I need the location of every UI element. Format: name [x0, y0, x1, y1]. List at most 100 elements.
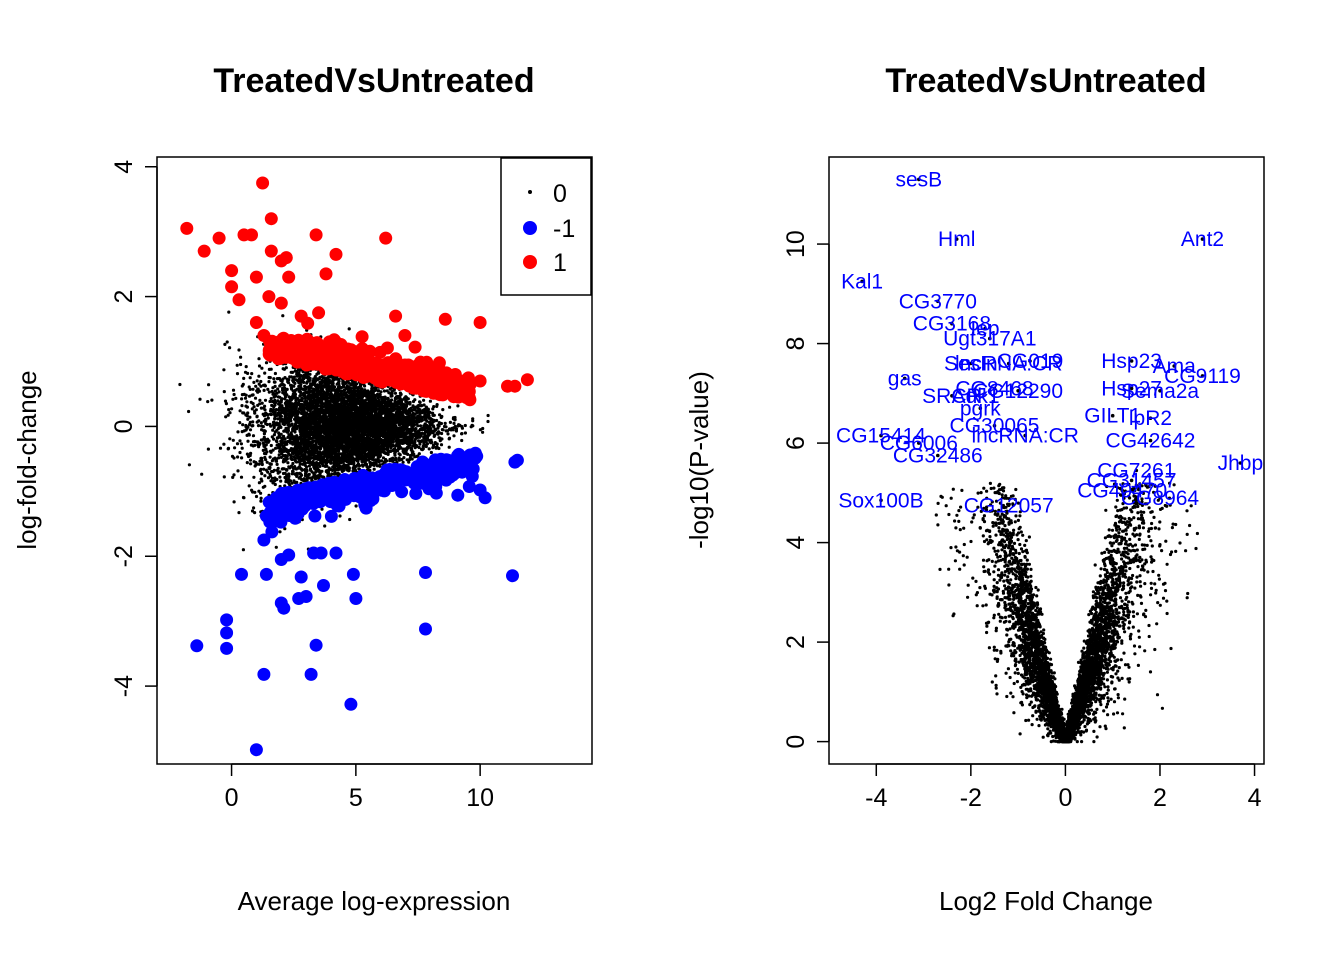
- ma-point-ns: [436, 426, 440, 430]
- ma-point-ns: [270, 459, 274, 463]
- ma-point-ns: [258, 398, 262, 402]
- ma-point-ns: [354, 383, 358, 387]
- ma-point-ns: [245, 461, 249, 465]
- ma-point-ns: [274, 446, 278, 450]
- ma-point-ns: [429, 450, 433, 455]
- ma-point-ns: [263, 398, 268, 402]
- ma-point-ns: [287, 420, 291, 424]
- ma-point-ns: [404, 450, 408, 454]
- ma-point-ns: [351, 414, 355, 418]
- ma-point-ns: [245, 452, 249, 456]
- ma-point-ns: [222, 390, 226, 394]
- ma-point-ns: [365, 406, 369, 410]
- ma-point-ns: [247, 394, 252, 398]
- ma-point-ns: [239, 475, 244, 479]
- ma-point-ns: [444, 429, 448, 433]
- ma-point-ns: [239, 362, 243, 367]
- ma-point-ns: [263, 383, 267, 387]
- ma-point-ns: [437, 421, 441, 425]
- ma-point-ns: [200, 472, 204, 476]
- ma-point-ns: [438, 439, 442, 443]
- ma-point-ns: [360, 387, 364, 391]
- ma-point-ns: [279, 400, 283, 404]
- ma-point-ns: [259, 421, 263, 425]
- ma-point-ns: [264, 361, 269, 365]
- ma-point-ns: [368, 420, 372, 425]
- ma-point-ns: [271, 469, 275, 474]
- ma-point-ns: [286, 461, 290, 465]
- ma-point-ns: [283, 437, 287, 441]
- ma-point-ns: [250, 509, 255, 513]
- ma-point-ns: [253, 409, 257, 413]
- ma-point-ns: [206, 400, 210, 404]
- ma-point-ns: [287, 378, 291, 382]
- ma-point-ns: [443, 421, 447, 425]
- ma-point-ns: [448, 405, 452, 409]
- ma-point-ns: [367, 458, 371, 462]
- ma-point-ns: [243, 396, 248, 400]
- ma-point-ns: [428, 399, 432, 403]
- ma-point-ns: [382, 389, 387, 393]
- ma-point-ns: [243, 370, 248, 374]
- ma-point-ns: [266, 387, 270, 391]
- ma-point-ns: [244, 365, 248, 369]
- ma-point-ns: [259, 499, 263, 503]
- ma-point-ns: [448, 420, 452, 424]
- ma-point-ns: [308, 461, 313, 465]
- ma-point-ns: [438, 413, 442, 417]
- ma-point-ns: [471, 419, 475, 423]
- ma-point-ns: [267, 390, 271, 394]
- ma-point-ns: [269, 479, 273, 483]
- ma-point-ns: [255, 420, 259, 424]
- ma-point-ns: [332, 388, 336, 392]
- ma-point-ns: [249, 462, 253, 466]
- ma-point-ns: [289, 375, 293, 379]
- ma-point-ns: [241, 548, 245, 552]
- ma-point-ns: [247, 484, 251, 488]
- ma-point-ns: [418, 424, 423, 428]
- ma-point-ns: [269, 397, 273, 401]
- ma-point-ns: [256, 424, 261, 428]
- ma-point-ns: [276, 387, 280, 391]
- ma-point-ns: [306, 385, 311, 389]
- ma-point-ns: [305, 380, 309, 384]
- ma-point-ns: [269, 462, 273, 466]
- ma-point-ns: [228, 346, 232, 350]
- ma-point-ns: [260, 401, 264, 405]
- ma-point-ns: [307, 456, 311, 460]
- ma-point-ns: [288, 453, 292, 457]
- ma-point-ns: [271, 428, 275, 432]
- ma-point-ns: [273, 482, 277, 487]
- ma-point-ns: [271, 448, 275, 452]
- ma-point-ns: [463, 423, 467, 428]
- ma-point-ns: [418, 442, 422, 446]
- ma-point-ns: [241, 495, 246, 500]
- ma-point-ns: [261, 448, 265, 452]
- ma-point-ns: [431, 407, 435, 411]
- ma-point-ns: [440, 431, 444, 436]
- ma-point-ns: [295, 460, 299, 464]
- ma-point-ns: [330, 383, 334, 387]
- ma-point-ns: [255, 379, 259, 383]
- ma-point-ns: [249, 451, 253, 455]
- ma-point-ns: [410, 457, 414, 461]
- ma-point-ns: [305, 478, 309, 482]
- ma-point-ns: [272, 377, 276, 381]
- ma-point-ns: [452, 421, 456, 425]
- ma-point-ns: [227, 310, 231, 314]
- ma-point-ns: [396, 400, 400, 404]
- ma-point-ns: [338, 514, 342, 518]
- ma-point-ns: [265, 422, 269, 427]
- ma-point-ns: [431, 430, 435, 434]
- ma-point-ns: [316, 397, 320, 401]
- ma-point-ns: [378, 463, 382, 467]
- ma-point-ns: [319, 446, 323, 450]
- ma-point-ns: [285, 468, 289, 472]
- ma-point-ns: [433, 441, 438, 446]
- ma-point-ns: [428, 432, 432, 436]
- ma-point-ns: [435, 404, 439, 408]
- ma-point-ns: [271, 408, 276, 412]
- ma-point-ns: [239, 355, 243, 359]
- ma-point-ns: [318, 383, 322, 387]
